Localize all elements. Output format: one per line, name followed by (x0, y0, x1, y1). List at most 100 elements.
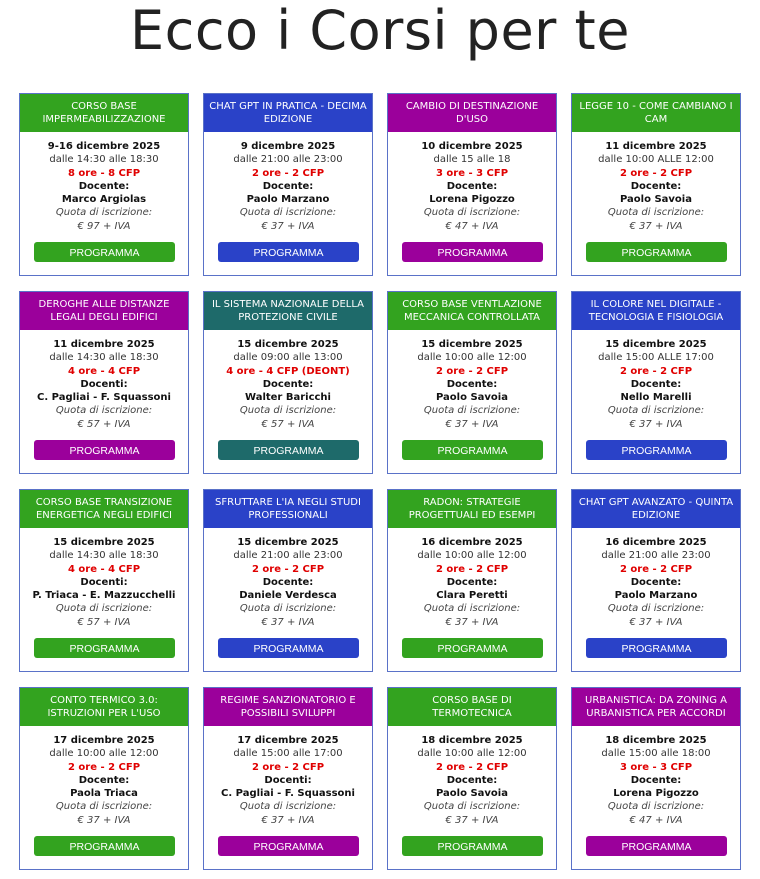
programma-button[interactable]: PROGRAMMA (218, 440, 359, 460)
teacher-label: Docente: (446, 774, 498, 786)
course-title[interactable]: RADON: STRATEGIE PROGETTUALI ED ESEMPI (388, 490, 556, 528)
course-date: 16 dicembre 2025 (605, 537, 707, 548)
programma-button[interactable]: PROGRAMMA (218, 836, 359, 856)
course-title[interactable]: IL SISTEMA NAZIONALE DELLA PROTEZIONE CI… (204, 292, 372, 330)
course-cfp: 4 ore - 4 CFP (67, 365, 141, 377)
course-title[interactable]: CHAT GPT AVANZATO - QUINTA EDIZIONE (572, 490, 740, 528)
course-details: 18 dicembre 2025 dalle 10:00 alle 12:00 2 … (388, 726, 556, 827)
programma-button[interactable]: PROGRAMMA (402, 638, 543, 658)
teacher-name: Lorena Pigozzo (429, 194, 515, 206)
programma-button[interactable]: PROGRAMMA (34, 242, 175, 262)
course-date: 16 dicembre 2025 (421, 537, 523, 548)
course-title[interactable]: DEROGHE ALLE DISTANZE LEGALI DEGLI EDIFI… (20, 292, 188, 330)
teacher-name: Walter Baricchi (245, 392, 331, 404)
fee-value: € 47 + IVA (445, 220, 499, 232)
course-cfp: 3 ore - 3 CFP (435, 167, 509, 179)
course-time: dalle 09:00 alle 13:00 (233, 352, 343, 364)
programma-button[interactable]: PROGRAMMA (34, 638, 175, 658)
teacher-label: Docente: (630, 378, 682, 390)
course-details: 16 dicembre 2025 dalle 10:00 alle 12:00 2 … (388, 528, 556, 629)
fee-value: € 37 + IVA (261, 220, 315, 232)
course-title[interactable]: CHAT GPT IN PRATICA - DECIMA EDIZIONE (204, 94, 372, 132)
fee-value: € 37 + IVA (629, 616, 683, 628)
programma-button[interactable]: PROGRAMMA (34, 836, 175, 856)
teacher-name: Paolo Savoia (436, 788, 508, 800)
course-date: 15 dicembre 2025 (237, 339, 339, 350)
course-title[interactable]: CORSO BASE DI TERMOTECNICA (388, 688, 556, 726)
course-title[interactable]: URBANISTICA: DA ZONING A URBANISTICA PER… (572, 688, 740, 726)
course-time: dalle 10:00 alle 12:00 (417, 748, 527, 760)
course-details: 11 dicembre 2025 dalle 10:00 ALLE 12:00 2 … (572, 132, 740, 233)
course-date: 18 dicembre 2025 (421, 735, 523, 746)
course-details: 15 dicembre 2025 dalle 10:00 alle 12:00 2 … (388, 330, 556, 431)
course-title[interactable]: CAMBIO DI DESTINAZIONE D'USO (388, 94, 556, 132)
course-card: CAMBIO DI DESTINAZIONE D'USO 10 dicembre … (387, 93, 557, 276)
course-cfp: 2 ore - 2 CFP (435, 365, 509, 377)
course-time: dalle 14:30 alle 18:30 (49, 154, 159, 166)
fee-label: Quota di iscrizione: (423, 801, 521, 813)
course-time: dalle 14:30 alle 18:30 (49, 352, 159, 364)
course-cfp: 2 ore - 2 CFP (619, 365, 693, 377)
course-date: 17 dicembre 2025 (53, 735, 155, 746)
course-title[interactable]: IL COLORE NEL DIGITALE - TECNOLOGIA E FI… (572, 292, 740, 330)
course-date: 11 dicembre 2025 (605, 141, 707, 152)
fee-label: Quota di iscrizione: (239, 603, 337, 615)
course-title[interactable]: CORSO BASE VENTLAZIONE MECCANICA CONTROL… (388, 292, 556, 330)
teacher-name: Paolo Savoia (620, 194, 692, 206)
fee-value: € 37 + IVA (629, 220, 683, 232)
course-details: 17 dicembre 2025 dalle 10:00 alle 12:00 2 … (20, 726, 188, 827)
course-card: IL SISTEMA NAZIONALE DELLA PROTEZIONE CI… (203, 291, 373, 474)
course-details: 16 dicembre 2025 dalle 21:00 alle 23:00 2 … (572, 528, 740, 629)
programma-button[interactable]: PROGRAMMA (586, 242, 727, 262)
course-date: 18 dicembre 2025 (605, 735, 707, 746)
course-title[interactable]: SFRUTTARE L'IA NEGLI STUDI PROFESSIONALI (204, 490, 372, 528)
teacher-label: Docente: (630, 774, 682, 786)
course-date: 9 dicembre 2025 (240, 141, 336, 152)
fee-value: € 37 + IVA (445, 616, 499, 628)
programma-button[interactable]: PROGRAMMA (218, 242, 359, 262)
teacher-label: Docente: (78, 774, 130, 786)
course-time: dalle 21:00 alle 23:00 (233, 550, 343, 562)
fee-label: Quota di iscrizione: (607, 207, 705, 219)
course-details: 9-16 dicembre 2025 dalle 14:30 alle 18:30… (20, 132, 188, 233)
programma-button[interactable]: PROGRAMMA (586, 638, 727, 658)
course-cfp: 2 ore - 2 CFP (251, 563, 325, 575)
course-cfp: 2 ore - 2 CFP (619, 563, 693, 575)
course-date: 17 dicembre 2025 (237, 735, 339, 746)
course-card: LEGGE 10 - COME CAMBIANO I CAM 11 dicembr… (571, 93, 741, 276)
fee-value: € 37 + IVA (629, 418, 683, 430)
fee-label: Quota di iscrizione: (607, 405, 705, 417)
teacher-label: Docente: (78, 180, 130, 192)
programma-button[interactable]: PROGRAMMA (34, 440, 175, 460)
course-details: 15 dicembre 2025 dalle 09:00 alle 13:00 4 … (204, 330, 372, 431)
programma-button[interactable]: PROGRAMMA (586, 440, 727, 460)
course-time: dalle 10:00 ALLE 12:00 (598, 154, 714, 166)
fee-label: Quota di iscrizione: (423, 603, 521, 615)
programma-button[interactable]: PROGRAMMA (402, 440, 543, 460)
teacher-name: Lorena Pigozzo (613, 788, 699, 800)
course-card: CHAT GPT IN PRATICA - DECIMA EDIZIONE 9 d… (203, 93, 373, 276)
course-title[interactable]: LEGGE 10 - COME CAMBIANO I CAM (572, 94, 740, 132)
teacher-name: Daniele Verdesca (239, 590, 337, 602)
course-title[interactable]: CORSO BASE TRANSIZIONE ENERGETICA NEGLI … (20, 490, 188, 528)
teacher-name: P. Triaca - E. Mazzucchelli (32, 590, 176, 602)
course-card: DEROGHE ALLE DISTANZE LEGALI DEGLI EDIFI… (19, 291, 189, 474)
teacher-label: Docente: (630, 180, 682, 192)
course-title[interactable]: REGIME SANZIONATORIO E POSSIBILI SVILUPP… (204, 688, 372, 726)
course-details: 9 dicembre 2025 dalle 21:00 alle 23:00 2 o… (204, 132, 372, 233)
course-title[interactable]: CONTO TERMICO 3.0: ISTRUZIONI PER L'USO (20, 688, 188, 726)
course-title[interactable]: CORSO BASE IMPERMEABILIZZAZIONE (20, 94, 188, 132)
fee-value: € 97 + IVA (77, 220, 131, 232)
course-grid: CORSO BASE IMPERMEABILIZZAZIONE 9-16 dice… (19, 93, 741, 870)
course-card: CORSO BASE VENTLAZIONE MECCANICA CONTROL… (387, 291, 557, 474)
programma-button[interactable]: PROGRAMMA (218, 638, 359, 658)
course-time: dalle 14:30 alle 18:30 (49, 550, 159, 562)
programma-button[interactable]: PROGRAMMA (402, 836, 543, 856)
programma-button[interactable]: PROGRAMMA (402, 242, 543, 262)
fee-label: Quota di iscrizione: (239, 207, 337, 219)
programma-button[interactable]: PROGRAMMA (586, 836, 727, 856)
course-cfp: 2 ore - 2 CFP (435, 761, 509, 773)
teacher-label: Docenti: (264, 774, 312, 786)
course-time: dalle 15:00 ALLE 17:00 (598, 352, 714, 364)
course-card: REGIME SANZIONATORIO E POSSIBILI SVILUPP… (203, 687, 373, 870)
